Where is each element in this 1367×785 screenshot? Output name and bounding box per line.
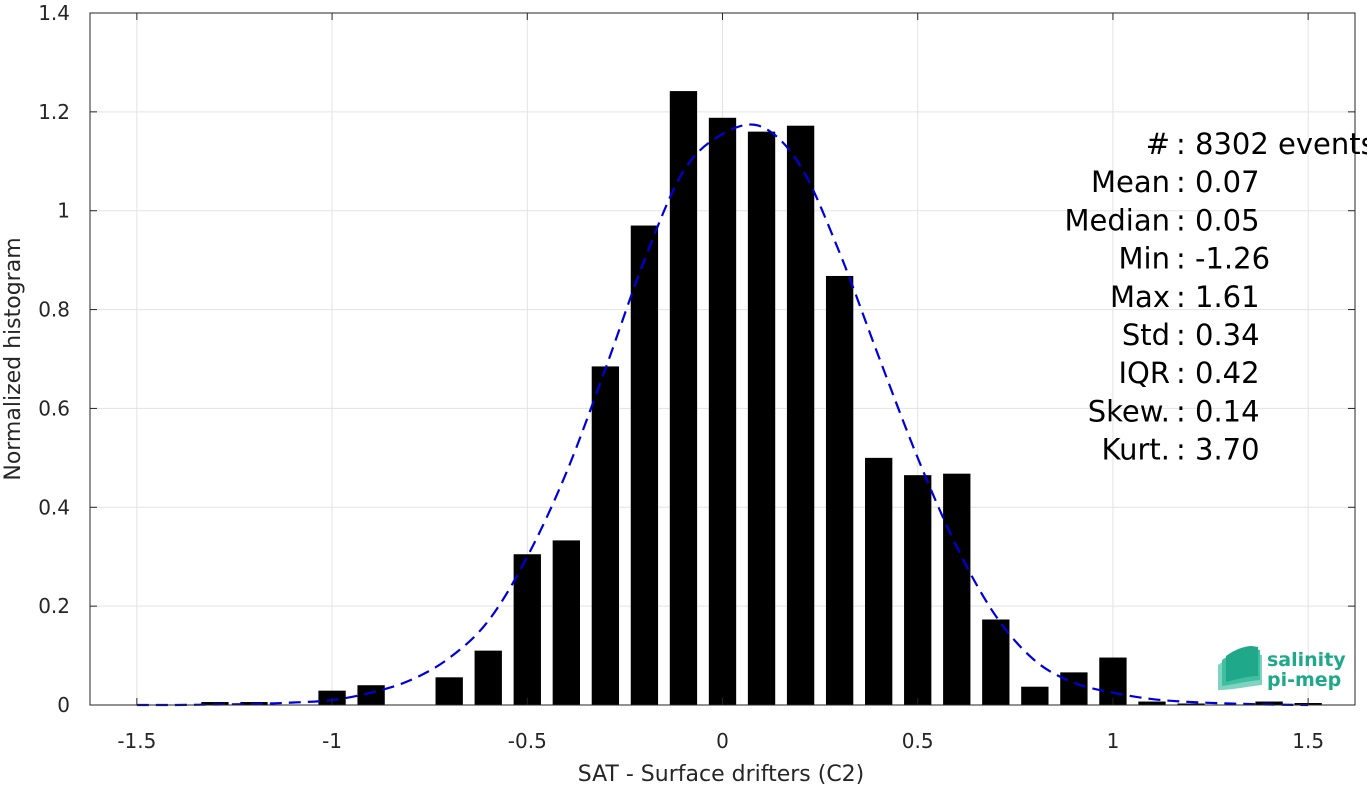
y-tick-label: 1 [57, 199, 70, 223]
stats-line-key: Mean [1091, 165, 1170, 199]
histogram-bar [865, 457, 893, 705]
histogram-bar [1099, 657, 1127, 705]
histogram-bar [982, 619, 1010, 705]
histogram-bar [1138, 701, 1166, 705]
histogram-bar [943, 473, 971, 705]
logo-text-salinity: salinity [1267, 649, 1346, 671]
y-tick-label: 0.4 [38, 495, 70, 519]
histogram-bar [1255, 701, 1283, 705]
stats-line-value: : 0.42 [1176, 356, 1260, 390]
histogram-bars [201, 91, 1322, 706]
x-tick-label: -1.5 [117, 729, 156, 753]
stats-line-value: : 1.61 [1176, 280, 1260, 314]
stats-line-key: Median [1065, 203, 1170, 237]
y-tick-label: 0.8 [38, 298, 70, 322]
stats-line-value: : 0.07 [1176, 165, 1260, 199]
histogram-bar [435, 677, 463, 705]
stats-line: Max : 1.61 [1110, 280, 1260, 314]
histogram-bar [630, 225, 659, 706]
stats-line: # : 8302 events [1146, 127, 1367, 161]
stats-line-value: : -1.26 [1176, 242, 1270, 276]
stats-line-value: : 0.14 [1176, 394, 1260, 428]
stats-line-key: Std [1122, 318, 1170, 352]
y-tick-labels: 0 0.2 0.4 0.6 0.8 1 1.2 1.4 [38, 1, 70, 717]
histogram-bar [669, 91, 698, 705]
histogram-bar [904, 475, 932, 705]
stats-line-value: : 0.05 [1176, 203, 1260, 237]
stats-line: Min : -1.26 [1119, 242, 1271, 276]
stats-line-value: : 8302 events [1176, 127, 1367, 161]
stats-line: Mean : 0.07 [1091, 165, 1260, 199]
stats-line: Std : 0.34 [1122, 318, 1260, 352]
x-tick-label: 0.5 [902, 729, 934, 753]
x-tick-label: 1.5 [1292, 729, 1324, 753]
stats-line-key: Skew. [1088, 394, 1170, 428]
stats-line: Median : 0.05 [1065, 203, 1260, 237]
stats-line-key: IQR [1118, 356, 1170, 390]
x-tick-label: 0 [716, 729, 729, 753]
stats-line: Kurt. : 3.70 [1102, 433, 1260, 467]
histogram-bar [474, 650, 502, 705]
histogram-bar [1021, 686, 1049, 705]
x-tick-label: -1 [322, 729, 342, 753]
histogram-bar [825, 275, 854, 705]
x-tick-label: 1 [1107, 729, 1120, 753]
y-tick-label: 1.2 [38, 100, 70, 124]
x-tick-label: -0.5 [508, 729, 547, 753]
stats-line-key: Kurt. [1102, 433, 1170, 467]
histogram-bar [708, 117, 737, 705]
histogram-bar [552, 540, 580, 705]
histogram-bar [318, 690, 346, 705]
histogram-bar [1060, 672, 1088, 705]
logo-waves-icon [1218, 646, 1262, 690]
salinity-pimep-logo: salinity pi-mep [1218, 646, 1346, 691]
axes [89, 12, 1356, 706]
y-tick-label: 0.6 [38, 396, 70, 420]
stats-line-value: : 3.70 [1176, 433, 1260, 467]
histogram-bar [1177, 703, 1205, 705]
stats-line: IQR : 0.42 [1118, 356, 1259, 390]
fit-curve-line [136, 123, 1309, 707]
y-tick-label: 1.4 [38, 1, 70, 25]
x-axis-label: SAT - Surface drifters (C2) [578, 762, 865, 785]
y-axis-label: Normalized histogram [1, 237, 26, 480]
histogram-bar [747, 131, 776, 706]
y-tick-label: 0.2 [38, 594, 70, 618]
histogram-bar [357, 685, 385, 705]
x-tick-labels: -1.5 -1 -0.5 0 0.5 1 1.5 [117, 729, 1324, 753]
stats-line-key: Max [1110, 280, 1170, 314]
logo-text-pimep: pi-mep [1267, 669, 1341, 691]
y-tick-label: 0 [57, 693, 70, 717]
histogram-bar [591, 366, 620, 705]
stats-line-value: : 0.34 [1176, 318, 1260, 352]
histogram-bar [786, 125, 815, 705]
stats-line-key: # [1146, 127, 1170, 161]
stats-line: Skew. : 0.14 [1088, 394, 1260, 428]
stats-line-key: Min [1119, 242, 1170, 276]
fit-curve [136, 123, 1309, 707]
histogram-bar [513, 554, 541, 705]
